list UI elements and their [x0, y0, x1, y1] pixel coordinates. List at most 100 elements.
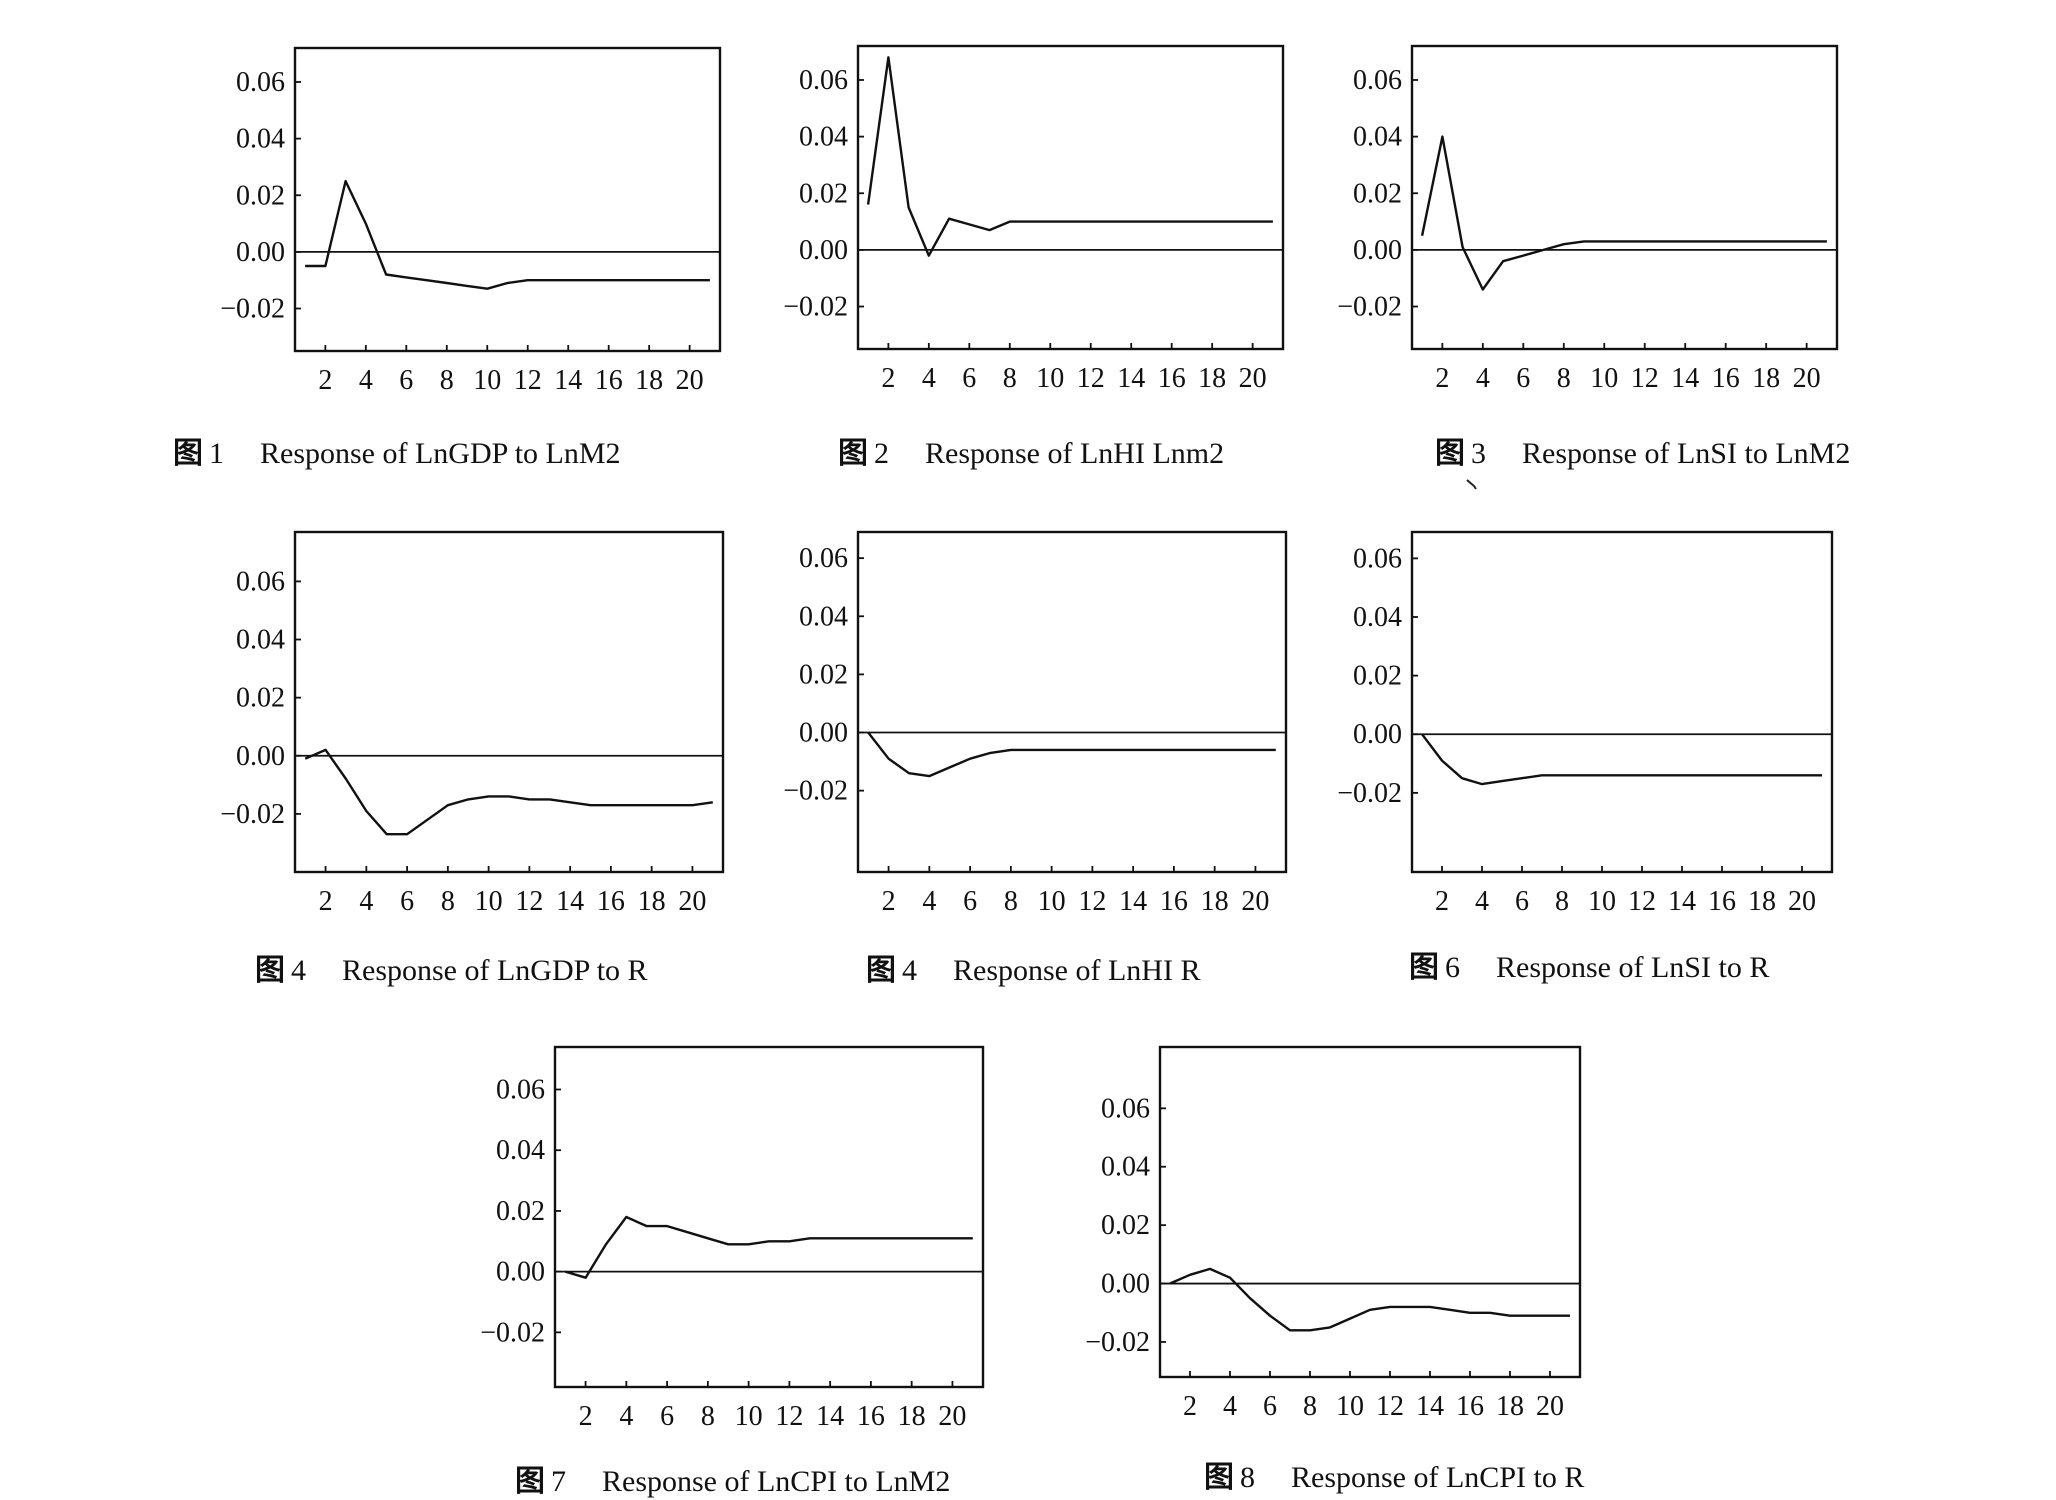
- chart-3-x-tick-label: 10: [1590, 363, 1618, 394]
- caption-2-figure-number: 2: [874, 437, 889, 470]
- chart-1-y-tick-label: −0.02: [220, 294, 285, 325]
- chart-4-x-tick-label: 14: [556, 886, 584, 917]
- chart-1-x-tick-label: 14: [554, 365, 582, 396]
- chart-6-x-tick-label: 16: [1708, 886, 1736, 917]
- chart-5-x-tick-label: 12: [1078, 886, 1106, 917]
- caption-1-figure-number: 1: [209, 437, 224, 470]
- chart-6-x-tick-label: 20: [1788, 886, 1816, 917]
- chart-6-svg: 0.06 0.04 0.02 0.00 −0.02 2 4 6 8 10 12 14 16 18 20: [1337, 530, 1834, 917]
- chart-1-y-tick-label: 0.00: [236, 237, 285, 268]
- chart-3-y-tick-label: 0.02: [1353, 178, 1402, 209]
- chart-7-x-tick-label: 4: [619, 1401, 633, 1432]
- chart-8-y-tick-label: 0.00: [1101, 1269, 1150, 1300]
- chart-panel-5: 0.06 0.04 0.02 0.00 −0.02 2 4 6 8 10 12 14 16 18 20: [783, 528, 1303, 917]
- chart-panel-6: 0.06 0.04 0.02 0.00 −0.02 2 4 6 8 10 12 14 16 18 20: [1337, 528, 1857, 917]
- chart-2-y-tick-label: 0.06: [799, 65, 848, 96]
- chart-2-x-tick-label: 18: [1198, 363, 1226, 394]
- chart-4-y-tick-label: 0.00: [236, 741, 285, 772]
- caption-1: 图 1 Response of LnGDP to LnM2: [173, 428, 621, 472]
- chart-5-x-tick-label: 2: [882, 886, 896, 917]
- chart-5-x-tick-label: 18: [1201, 886, 1229, 917]
- caption-4-figure-label: 图: [255, 953, 285, 988]
- chart-3-x-tick-label: 20: [1793, 363, 1821, 394]
- caption-7-figure-number: 7: [551, 1465, 566, 1498]
- chart-2-x-tick-label: 8: [1003, 363, 1017, 394]
- chart-panel-2: 0.06 0.04 0.02 0.00 −0.02 2 4 6 8 10 12 14 16 18 20: [783, 40, 1303, 400]
- chart-8-x-tick-label: 20: [1536, 1391, 1564, 1422]
- chart-5-x-tick-label: 6: [963, 886, 977, 917]
- caption-5-title: Response of LnHI R: [953, 954, 1201, 987]
- chart-1-response-line: [305, 179, 710, 290]
- chart-6-y-tick-label: 0.06: [1353, 543, 1402, 574]
- chart-1-svg: 0.06 0.04 0.02 0.00 −0.02 2 4 6 8 10 12 14 16 18 20: [220, 46, 722, 396]
- chart-7-y-tick-label: −0.02: [480, 1317, 545, 1348]
- chart-6-x-tick-label: 4: [1475, 886, 1489, 917]
- caption-6-figure-label: 图: [1409, 950, 1439, 985]
- chart-1-x-tick-label: 16: [595, 365, 623, 396]
- caption-7-title: Response of LnCPI to LnM2: [602, 1465, 951, 1498]
- chart-6-response-line: [1421, 733, 1822, 786]
- chart-1-y-tick-label: 0.06: [236, 67, 285, 98]
- chart-3-x-tick-label: 6: [1516, 363, 1530, 394]
- chart-5-y-tick-label: 0.02: [799, 659, 848, 690]
- chart-5-svg: 0.06 0.04 0.02 0.00 −0.02 2 4 6 8 10 12 14 16 18 20: [783, 530, 1288, 917]
- chart-6-y-tick-label: 0.04: [1353, 602, 1402, 633]
- chart-2-plot-frame: [856, 44, 1285, 351]
- chart-3-y-tick-label: −0.02: [1337, 292, 1402, 323]
- chart-7-x-tick-label: 2: [579, 1401, 593, 1432]
- chart-4-response-line: [304, 748, 713, 836]
- chart-6-x-tick-label: 2: [1435, 886, 1449, 917]
- chart-3-x-tick-label: 16: [1712, 363, 1740, 394]
- chart-panel-7: 0.06 0.04 0.02 0.00 −0.02 2 4 6 8 10 12 14 16 18 20: [480, 1043, 1000, 1432]
- chart-8-y-tick-label: −0.02: [1085, 1327, 1150, 1358]
- chart-3-response-line: [1420, 135, 1827, 291]
- chart-2-y-tick-label: 0.04: [799, 122, 848, 153]
- chart-6-y-tick-label: 0.00: [1353, 719, 1402, 750]
- chart-2-x-tick-label: 4: [922, 363, 936, 394]
- chart-1-x-tick-label: 18: [635, 365, 663, 396]
- caption-1-title: Response of LnGDP to LnM2: [260, 437, 621, 470]
- caption-2-figure-label: 图: [838, 436, 868, 471]
- chart-8-y-tick-label: 0.02: [1101, 1210, 1150, 1241]
- chart-5-y-tick-label: 0.06: [799, 543, 848, 574]
- chart-6-x-tick-label: 10: [1588, 886, 1616, 917]
- chart-5-x-tick-label: 16: [1160, 886, 1188, 917]
- chart-7-x-tick-label: 12: [775, 1401, 803, 1432]
- chart-6-y-tick-label: −0.02: [1337, 778, 1402, 809]
- chart-5-x-tick-label: 14: [1119, 886, 1147, 917]
- chart-8-x-tick-label: 14: [1416, 1391, 1444, 1422]
- caption-7-figure-label: 图: [515, 1464, 545, 1499]
- chart-6-x-tick-label: 18: [1748, 886, 1776, 917]
- chart-3-x-tick-label: 12: [1631, 363, 1659, 394]
- chart-8-x-tick-label: 16: [1456, 1391, 1484, 1422]
- chart-3-x-tick-label: 4: [1476, 363, 1490, 394]
- caption-3-figure-label: 图: [1435, 436, 1465, 471]
- chart-8-svg: 0.06 0.04 0.02 0.00 −0.02 2 4 6 8 10 12 14 16 18 20: [1085, 1045, 1582, 1422]
- chart-3-y-tick-label: 0.06: [1353, 65, 1402, 96]
- caption-7: 图 7 Response of LnCPI to LnM2: [515, 1456, 950, 1500]
- chart-2-response-line: [866, 56, 1273, 257]
- chart-panel-3: 0.06 0.04 0.02 0.00 −0.02 2 4 6 8 10 12 14 16 18 20: [1337, 40, 1857, 400]
- chart-4-svg: 0.06 0.04 0.02 0.00 −0.02 2 4 6 8 10 12 14 16 18 20: [220, 530, 725, 917]
- caption-8-figure-number: 8: [1240, 1461, 1255, 1494]
- chart-1-x-tick-label: 2: [318, 365, 332, 396]
- chart-7-x-tick-label: 8: [701, 1401, 715, 1432]
- chart-7-x-tick-label: 10: [735, 1401, 763, 1432]
- caption-1-figure-label: 图: [173, 436, 203, 471]
- caption-6: 图 6 Response of LnSI to R: [1409, 942, 1769, 986]
- chart-3-y-tick-label: 0.04: [1353, 122, 1402, 153]
- chart-3-plot-frame: [1410, 44, 1839, 351]
- chart-1-x-tick-label: 8: [440, 365, 454, 396]
- chart-6-y-tick-label: 0.02: [1353, 661, 1402, 692]
- chart-2-svg: 0.06 0.04 0.02 0.00 −0.02 2 4 6 8 10 12 14 16 18 20: [783, 44, 1285, 394]
- caption-5-figure-label: 图: [866, 953, 896, 988]
- chart-1-y-tick-label: 0.02: [236, 180, 285, 211]
- chart-5-y-tick-label: 0.04: [799, 601, 848, 632]
- chart-1-x-tick-label: 12: [514, 365, 542, 396]
- chart-5-y-tick-label: 0.00: [799, 718, 848, 749]
- print-speck-mark: [1466, 479, 1477, 490]
- chart-7-y-tick-label: 0.00: [496, 1257, 545, 1288]
- chart-7-x-tick-label: 18: [898, 1401, 926, 1432]
- chart-4-x-tick-label: 12: [515, 886, 543, 917]
- chart-6-x-tick-label: 12: [1628, 886, 1656, 917]
